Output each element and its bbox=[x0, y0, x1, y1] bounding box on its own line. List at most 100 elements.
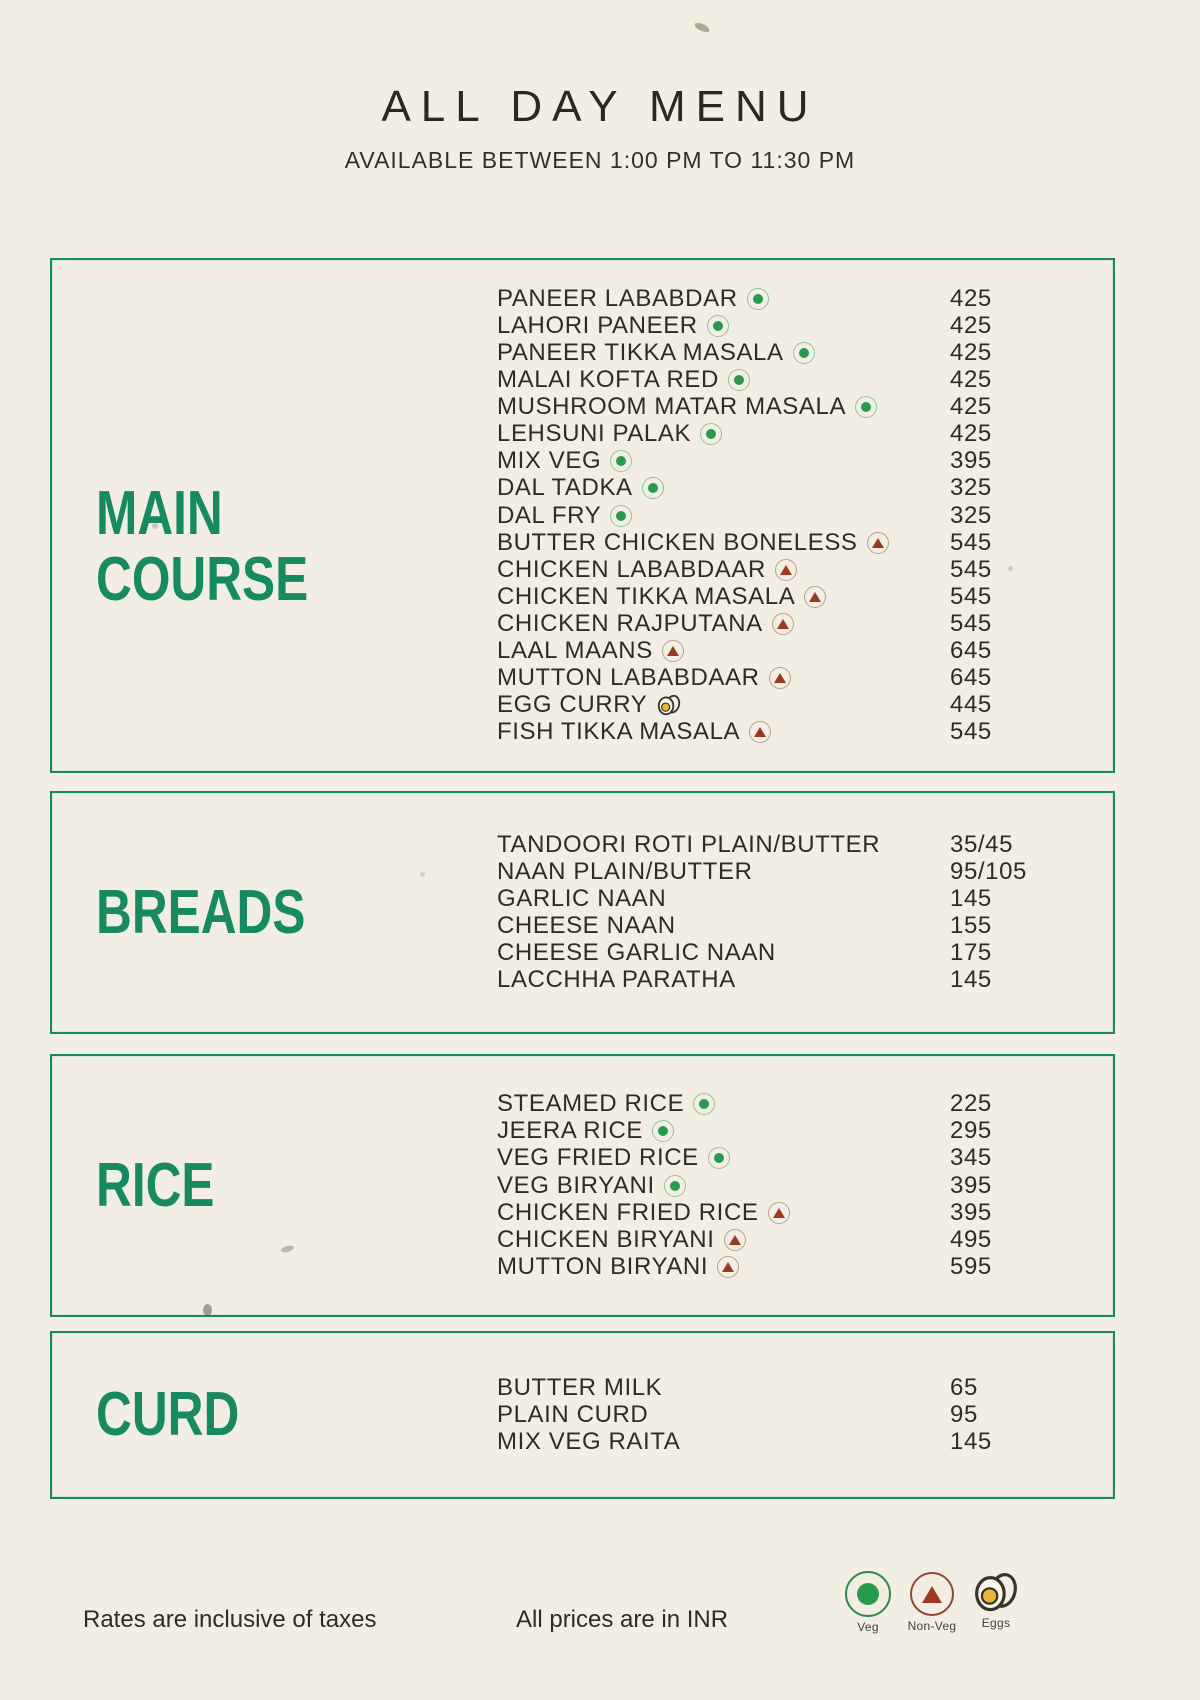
menu-item-price: 395 bbox=[950, 1171, 992, 1199]
veg-icon bbox=[700, 423, 723, 446]
menu-item-row: LAHORI PANEER 425 bbox=[497, 312, 1111, 339]
menu-item-price: 325 bbox=[950, 501, 992, 529]
menu-item-name: JEERA RICE bbox=[497, 1117, 644, 1145]
menu-item-price: 225 bbox=[950, 1090, 992, 1118]
menu-item-price: 495 bbox=[950, 1225, 992, 1253]
veg-icon bbox=[610, 504, 633, 527]
egg-icon bbox=[656, 694, 682, 716]
veg-icon bbox=[845, 1571, 891, 1617]
menu-item-row: VEG BIRYANI 395 bbox=[497, 1172, 1111, 1199]
menu-item-list: TANDOORI ROTI PLAIN/BUTTER 35/45 NAAN PLAI… bbox=[497, 793, 1111, 1032]
menu-item-price: 95 bbox=[950, 1401, 978, 1428]
veg-icon bbox=[663, 1174, 686, 1197]
menu-item-name: LAHORI PANEER bbox=[497, 311, 698, 339]
currency-note: All prices are in INR bbox=[516, 1606, 729, 1633]
menu-item-row: LACCHHA PARATHA 145 bbox=[497, 966, 1111, 994]
menu-item-row: MALAI KOFTA RED 425 bbox=[497, 366, 1111, 393]
legend-label: Non-Veg bbox=[907, 1619, 957, 1633]
menu-item-row: MIX VEG 395 bbox=[497, 447, 1111, 475]
veg-icon bbox=[727, 369, 750, 392]
menu-item-row: DAL FRY 325 bbox=[497, 502, 1111, 529]
menu-item-price: 425 bbox=[950, 338, 992, 366]
paper-speck bbox=[693, 20, 711, 35]
non-veg-icon bbox=[866, 531, 889, 554]
menu-item-name: PANEER TIKKA MASALA bbox=[497, 338, 784, 366]
menu-item-name: CHICKEN LABABDAAR bbox=[497, 555, 766, 583]
menu-item-name: GARLIC NAAN bbox=[497, 884, 667, 912]
veg-icon bbox=[855, 396, 878, 419]
menu-item-price: 545 bbox=[950, 609, 992, 637]
menu-item-price: 95/105 bbox=[950, 857, 1028, 885]
veg-icon bbox=[641, 477, 664, 500]
menu-item-row: LAAL MAANS 645 bbox=[497, 637, 1111, 664]
menu-item-row: PANEER LABABDAR 425 bbox=[497, 285, 1111, 312]
menu-item-row: MUTTON BIRYANI 595 bbox=[497, 1253, 1111, 1280]
menu-item-name: MUSHROOM MATAR MASALA bbox=[497, 393, 847, 421]
menu-item-name: NAAN PLAIN/BUTTER bbox=[497, 857, 753, 885]
menu-item-name: BUTTER CHICKEN BONELESS bbox=[497, 528, 858, 556]
menu-item-price: 545 bbox=[950, 528, 992, 556]
menu-item-row: EGG CURRY 445 bbox=[497, 691, 1111, 719]
section-title-curd: CURD bbox=[96, 1380, 240, 1449]
page-subtitle: AVAILABLE BETWEEN 1:00 PM TO 11:30 PM bbox=[344, 147, 856, 173]
menu-item-list: BUTTER MILK 65 PLAIN CURD 95 MIX VEG RAITA 14… bbox=[497, 1333, 1111, 1497]
egg-icon bbox=[972, 1571, 1020, 1613]
menu-item-name: DAL TADKA bbox=[497, 474, 633, 502]
menu-item-price: 545 bbox=[950, 718, 992, 746]
legend-label: Eggs bbox=[981, 1616, 1011, 1630]
menu-item-row: CHEESE NAAN 155 bbox=[497, 912, 1111, 940]
menu-item-name: TANDOORI ROTI PLAIN/BUTTER bbox=[497, 830, 881, 858]
menu-item-row: GARLIC NAAN 145 bbox=[497, 885, 1111, 912]
menu-item-row: CHICKEN RAJPUTANA 545 bbox=[497, 610, 1111, 637]
menu-item-name: EGG CURRY bbox=[497, 691, 648, 719]
menu-item-name: CHEESE NAAN bbox=[497, 912, 676, 940]
menu-item-price: 325 bbox=[950, 474, 992, 502]
menu-item-name: VEG FRIED RICE bbox=[497, 1144, 699, 1172]
menu-item-list: STEAMED RICE 225 JEERA RICE 295 VEG FRIED RI… bbox=[497, 1056, 1111, 1315]
menu-item-row: VEG FRIED RICE 345 bbox=[497, 1144, 1111, 1172]
veg-icon bbox=[707, 1147, 730, 1170]
legend-item-veg: Veg bbox=[836, 1571, 900, 1634]
menu-item-price: 145 bbox=[950, 966, 992, 994]
diet-legend: Veg Non-Veg Eggs bbox=[836, 1571, 1028, 1634]
non-veg-icon bbox=[768, 667, 791, 690]
menu-item-row: CHICKEN TIKKA MASALA 545 bbox=[497, 583, 1111, 610]
menu-item-name: MALAI KOFTA RED bbox=[497, 366, 719, 394]
menu-item-name: MIX VEG RAITA bbox=[497, 1428, 681, 1456]
section-title-main-course: MAIN COURSE bbox=[96, 478, 308, 613]
section-rice: RICE STEAMED RICE 225 JEERA RICE 295 VEG FRI… bbox=[50, 1054, 1115, 1317]
non-veg-icon bbox=[804, 585, 827, 608]
legend-item-nonveg: Non-Veg bbox=[900, 1571, 964, 1634]
legend-item-eggs: Eggs bbox=[964, 1571, 1028, 1634]
section-title-line: MAIN bbox=[96, 478, 223, 548]
menu-item-price: 345 bbox=[950, 1144, 992, 1172]
menu-item-price: 295 bbox=[950, 1117, 992, 1145]
veg-icon bbox=[693, 1093, 716, 1116]
menu-item-name: LAAL MAANS bbox=[497, 636, 653, 664]
menu-item-row: PANEER TIKKA MASALA 425 bbox=[497, 339, 1111, 366]
non-veg-icon bbox=[661, 639, 684, 662]
menu-item-price: 425 bbox=[950, 366, 992, 394]
menu-item-price: 425 bbox=[950, 420, 992, 448]
veg-icon bbox=[706, 314, 729, 337]
menu-item-name: PLAIN CURD bbox=[497, 1401, 649, 1428]
veg-icon bbox=[792, 341, 815, 364]
menu-item-price: 395 bbox=[950, 447, 992, 475]
menu-item-price: 145 bbox=[950, 1428, 992, 1456]
menu-item-price: 545 bbox=[950, 582, 992, 610]
menu-item-row: TANDOORI ROTI PLAIN/BUTTER 35/45 bbox=[497, 831, 1111, 858]
veg-icon bbox=[746, 287, 769, 310]
non-veg-icon bbox=[767, 1201, 790, 1224]
section-curd: CURD BUTTER MILK 65 PLAIN CURD 95 MIX VEG RA… bbox=[50, 1331, 1115, 1499]
menu-item-price: 645 bbox=[950, 664, 992, 692]
menu-item-row: BUTTER CHICKEN BONELESS 545 bbox=[497, 529, 1111, 556]
menu-item-name: FISH TIKKA MASALA bbox=[497, 718, 741, 746]
menu-item-row: LEHSUNI PALAK 425 bbox=[497, 420, 1111, 448]
menu-item-price: 145 bbox=[950, 884, 992, 912]
menu-item-name: CHICKEN RAJPUTANA bbox=[497, 609, 763, 637]
egg-glyph bbox=[975, 1573, 1017, 1612]
menu-item-name: CHICKEN BIRYANI bbox=[497, 1225, 715, 1253]
menu-item-row: JEERA RICE 295 bbox=[497, 1117, 1111, 1145]
non-veg-icon bbox=[749, 721, 772, 744]
